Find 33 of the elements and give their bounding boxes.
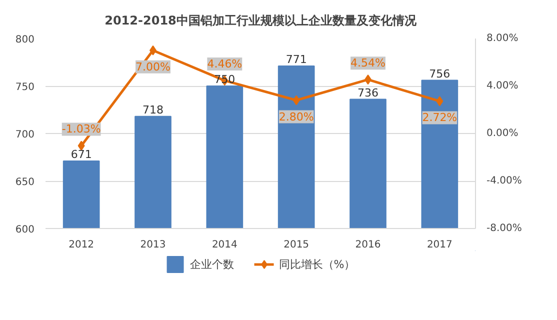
chart-title: 2012-2018中国铝加工行业规模以上企业数量及变化情况 — [104, 14, 418, 28]
data-label: 4.54% — [350, 56, 386, 70]
point — [292, 95, 300, 106]
x-tick-label: 2012 — [68, 240, 94, 250]
data-label: 718 — [142, 103, 164, 116]
y-tick-label: 800 — [15, 34, 35, 46]
y-tick-label: 650 — [15, 177, 35, 188]
data-label: 750 — [214, 73, 236, 86]
x-tick-label: 2014 — [212, 240, 238, 250]
data-label: 2.72% — [422, 111, 458, 124]
y2-tick-label: 4.00% — [486, 80, 518, 92]
y2-tick-label: -4.00% — [486, 176, 522, 186]
x-tick-label: 2015 — [284, 240, 310, 250]
point — [436, 96, 444, 106]
legend-label: 同比增长（%） — [278, 256, 356, 272]
data-label: 671 — [70, 148, 92, 162]
y2-tick-label: 0.00% — [486, 128, 518, 139]
y2-tick-label: 8.00% — [486, 33, 518, 44]
x-tick-label: 2017 — [426, 240, 452, 250]
data-label: -1.03% — [62, 122, 101, 136]
y-tick-label: 750 — [15, 82, 35, 93]
data-label: 756 — [429, 67, 450, 80]
x-tick-label: 2016 — [355, 240, 381, 250]
data-label: 771 — [286, 53, 307, 66]
y-tick-label: 600 — [15, 224, 35, 236]
legend-label: 企业个数 — [190, 256, 234, 272]
data-label: 2.80% — [278, 110, 314, 124]
y2-tick-label: -8.00% — [486, 223, 522, 234]
y-tick-label: 700 — [15, 130, 35, 140]
data-label: 7.00% — [136, 60, 170, 74]
data-label: 736 — [358, 86, 378, 100]
data-label: 4.46% — [207, 58, 242, 71]
x-tick-label: 2013 — [140, 240, 166, 250]
